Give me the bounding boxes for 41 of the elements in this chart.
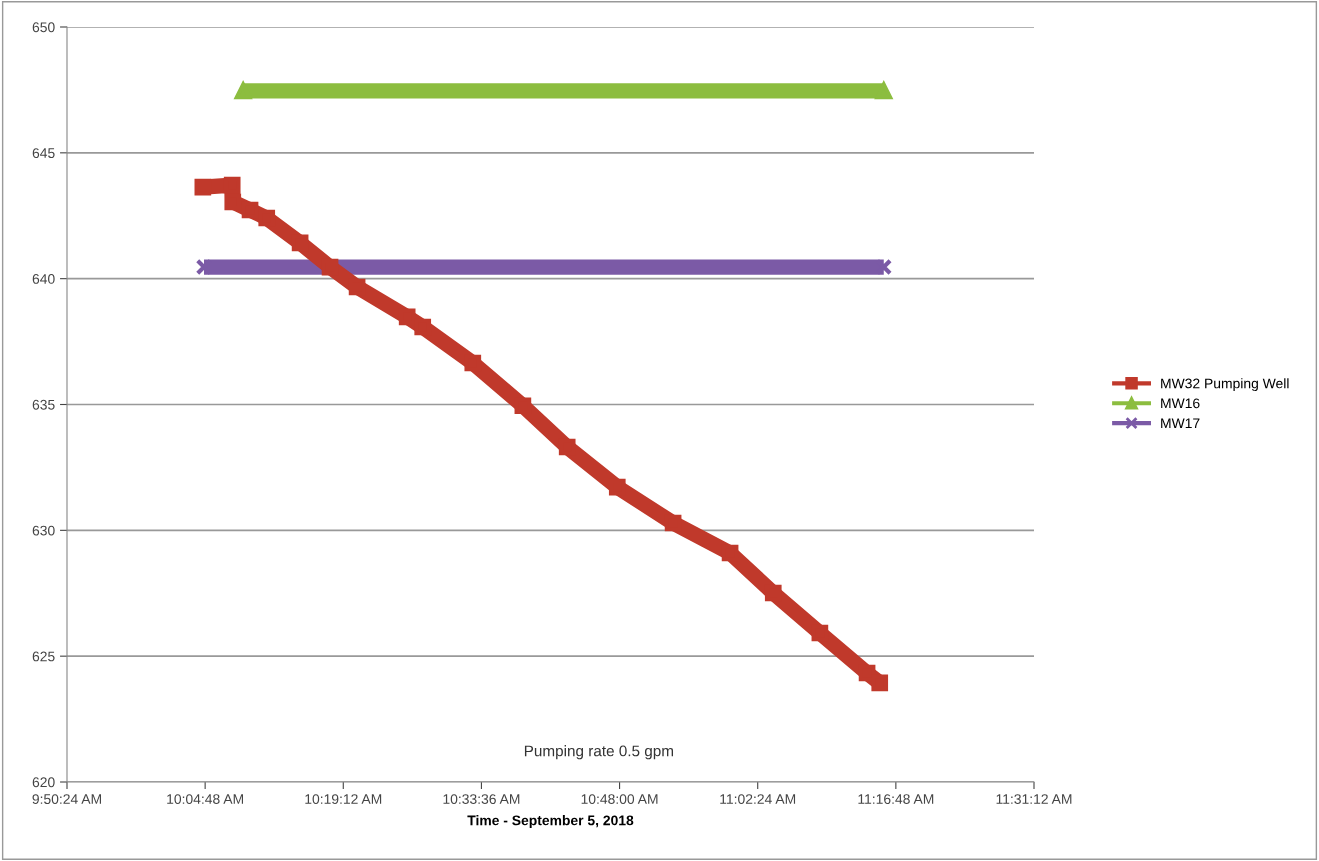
legend-label: MW17 <box>1161 418 1200 428</box>
x-tick-label: 9:50:24 AM <box>32 794 101 805</box>
legend-label: MW32 Pumping Well <box>1161 378 1289 392</box>
point <box>194 178 212 196</box>
y-tick-label: 645 <box>32 148 55 158</box>
y-tick-label: 625 <box>32 651 55 662</box>
point <box>223 176 241 194</box>
point <box>291 234 309 252</box>
point <box>464 354 482 372</box>
y-tick-label: 650 <box>32 22 55 33</box>
point <box>233 80 253 100</box>
y-tick-label: 630 <box>32 525 55 536</box>
point <box>398 308 416 326</box>
y-tick-label: 620 <box>32 777 55 788</box>
x-tick-label: 11:31:12 AM <box>996 794 1072 805</box>
point <box>414 318 432 336</box>
point <box>721 544 739 562</box>
x-tick-label: 10:48:00 AM <box>581 794 658 805</box>
y-tick-label: 640 <box>32 274 55 284</box>
point <box>348 278 366 296</box>
point <box>811 624 829 642</box>
annotation: Pumping rate 0.5 gpm <box>524 745 674 760</box>
point <box>558 438 576 456</box>
x-tick-label: 10:33:36 AM <box>443 794 520 805</box>
point <box>321 258 339 276</box>
point <box>664 514 682 532</box>
point <box>241 201 259 219</box>
legend-label: MW16 <box>1161 398 1200 409</box>
x-tick-label: 10:04:48 AM <box>167 794 243 805</box>
x-tick-label: 11:02:24 AM <box>720 794 796 805</box>
point <box>871 674 889 692</box>
x-tick-label: 10:19:12 AM <box>305 794 382 805</box>
point <box>608 478 626 496</box>
point <box>514 397 532 415</box>
y-tick-label: 635 <box>32 399 55 410</box>
x-axis-title: Time - September 5, 2018 <box>467 815 634 829</box>
point <box>874 80 894 100</box>
point <box>258 209 276 227</box>
x-tick-label: 11:16:48 AM <box>858 794 934 805</box>
point <box>764 584 782 602</box>
point <box>224 193 242 211</box>
